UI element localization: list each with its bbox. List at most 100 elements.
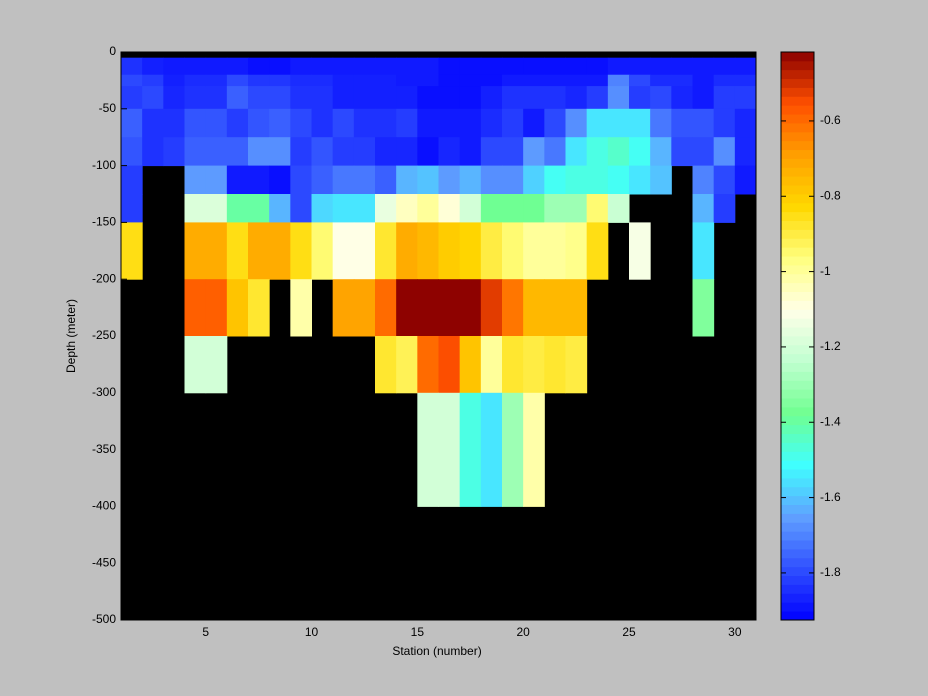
colorbar-swatch [781, 69, 814, 80]
heatmap-cell [269, 74, 291, 87]
heatmap-cell [629, 137, 651, 167]
colorbar-swatch [781, 415, 814, 426]
colorbar-swatch [781, 353, 814, 364]
heatmap-cell [586, 108, 609, 138]
colorbar-swatch [781, 362, 814, 372]
heatmap-cell [226, 74, 249, 87]
heatmap-cell [692, 222, 715, 280]
colorbar-tick-label: -0.6 [820, 113, 841, 127]
heatmap-cell [629, 74, 651, 87]
colorbar-swatch [781, 87, 814, 97]
colorbar-tick-label: -1.8 [820, 565, 841, 579]
colorbar-swatch [781, 557, 814, 568]
heatmap-cell [205, 194, 228, 223]
heatmap-cell [205, 108, 228, 138]
colorbar-swatch [781, 140, 814, 151]
heatmap-cell [438, 279, 461, 337]
heatmap-cell [121, 57, 143, 76]
heatmap-cell [353, 279, 376, 337]
heatmap-cell [205, 279, 228, 337]
heatmap-cell [248, 74, 270, 87]
heatmap-cell [375, 74, 397, 87]
heatmap-cell [502, 279, 524, 337]
heatmap-cell [417, 194, 439, 223]
colorbar-swatch [781, 114, 814, 124]
colorbar-tick-label: -1 [820, 264, 831, 278]
colorbar-tick-label: -1.2 [820, 339, 841, 353]
heatmap-cell [184, 194, 207, 223]
heatmap-cell [121, 86, 143, 110]
heatmap-cell [396, 137, 418, 167]
heatmap-cell [692, 108, 715, 138]
colorbar-swatch [781, 158, 814, 168]
heatmap-cell [692, 57, 715, 76]
y-tick-label: -150 [92, 215, 116, 229]
y-tick-label: -200 [92, 271, 116, 285]
heatmap-cell [692, 194, 715, 223]
heatmap-cell [544, 108, 566, 138]
heatmap-cell [184, 137, 207, 167]
heatmap-cell [629, 86, 651, 110]
heatmap-cell [311, 137, 334, 167]
heatmap-cell [671, 108, 693, 138]
heatmap-cell [332, 165, 355, 195]
heatmap-cell [523, 165, 545, 195]
heatmap-cell [586, 57, 609, 76]
heatmap-cell [607, 194, 630, 223]
colorbar-swatch [781, 78, 814, 88]
heatmap-cell [480, 279, 503, 337]
y-tick-label: -500 [92, 612, 116, 626]
heatmap-cell [607, 137, 630, 167]
colorbar-swatch [781, 149, 814, 159]
heatmap-cell [121, 108, 143, 138]
y-tick-label: -100 [92, 158, 116, 172]
heatmap-cell [480, 137, 503, 167]
heatmap-cell [713, 194, 736, 223]
heatmap-cell [734, 137, 757, 167]
heatmap-cell [163, 137, 185, 167]
heatmap-cell [184, 336, 207, 394]
heatmap-cell [692, 86, 715, 110]
heatmap-cell [544, 137, 566, 167]
heatmap-cell [417, 165, 439, 195]
heatmap-cell [121, 137, 143, 167]
y-tick-label: -250 [92, 328, 116, 342]
y-tick-label: -50 [99, 101, 117, 115]
heatmap-cell [713, 86, 736, 110]
heatmap-cell [650, 137, 672, 167]
heatmap-cell [480, 222, 503, 280]
colorbar-swatch [781, 291, 814, 301]
heatmap-cell [121, 222, 143, 280]
heatmap-cell [332, 137, 355, 167]
colorbar-swatch [781, 167, 814, 177]
heatmap-cell [480, 108, 503, 138]
heatmap-cell [565, 222, 588, 280]
heatmap-cell [565, 108, 588, 138]
heatmap-cell [523, 222, 545, 280]
heatmap-cell [565, 279, 588, 337]
heatmap-cell [311, 86, 334, 110]
y-tick-label: 0 [109, 44, 116, 58]
colorbar-swatch [781, 549, 814, 559]
heatmap-cell [184, 74, 207, 87]
heatmap-cell [375, 336, 397, 394]
heatmap-cell [375, 108, 397, 138]
heatmap-cell [544, 165, 566, 195]
colorbar-swatch [781, 398, 814, 408]
heatmap-cell [375, 137, 397, 167]
heatmap-cell [417, 222, 439, 280]
heatmap-cell [184, 86, 207, 110]
heatmap-cell [417, 392, 439, 507]
heatmap-cell [205, 336, 228, 394]
heatmap-cell [459, 108, 482, 138]
heatmap-cell [565, 336, 588, 394]
colorbar-swatch [781, 131, 814, 142]
heatmap-cell [417, 108, 439, 138]
heatmap-cell [523, 336, 545, 394]
heatmap-cell [586, 137, 609, 167]
heatmap-cell [290, 194, 312, 223]
heatmap-cell [269, 194, 291, 223]
heatmap-cell [671, 137, 693, 167]
heatmap-cell [269, 108, 291, 138]
x-axis-label: Station (number) [392, 644, 481, 658]
